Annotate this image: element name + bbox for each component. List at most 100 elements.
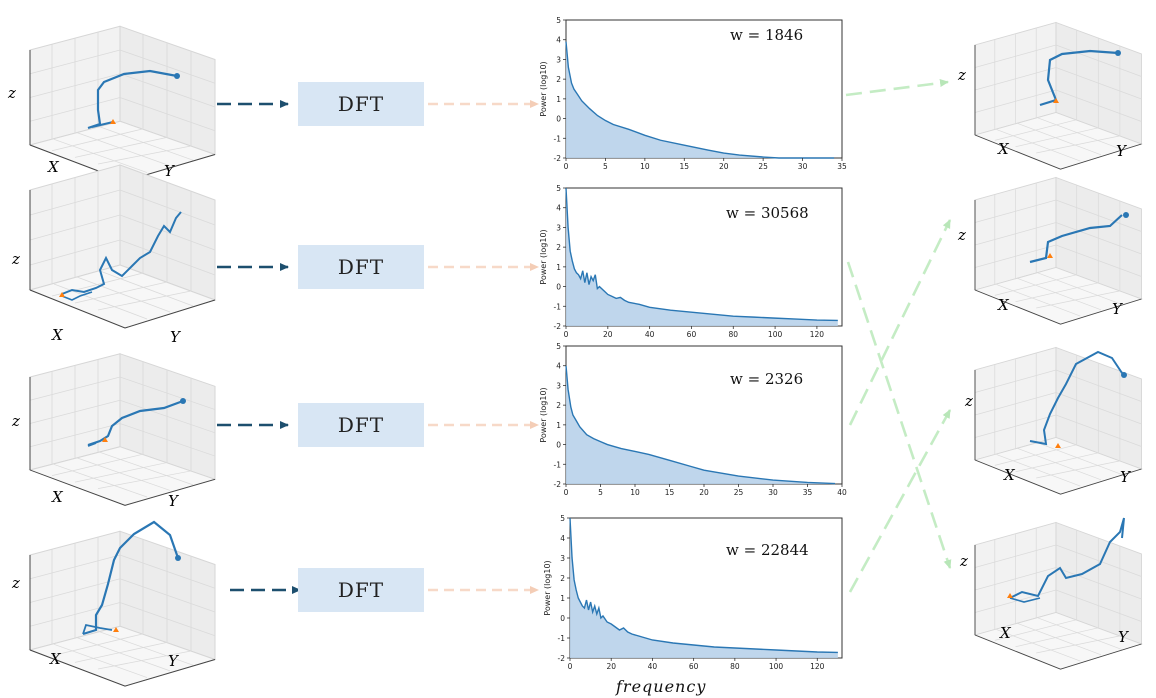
y-axis-label-3: Y: [168, 492, 178, 510]
y-tick-label: 1: [556, 263, 561, 272]
w-label-4: w = 22844: [726, 541, 809, 559]
dft-box-1: DFT: [298, 82, 424, 126]
y-tick-label: -1: [558, 634, 566, 643]
chart-area-4: [570, 518, 838, 658]
x-tick-label: 60: [687, 330, 697, 339]
chart-line-2: [565, 187, 838, 322]
y-tick-label: 3: [556, 55, 561, 64]
output-trajectory-plot-2: [974, 177, 1142, 325]
x-tick-label: 25: [758, 162, 768, 171]
x-tick-label: 5: [598, 488, 603, 497]
y-tick-label: 0: [556, 283, 561, 292]
y-tick-label: 0: [560, 614, 565, 623]
output-trajectories: [974, 22, 1142, 670]
y-tick-label: 3: [556, 381, 561, 390]
y-tick-label: 1: [556, 95, 561, 104]
chart-area-1: [566, 41, 835, 158]
chart-area-2: [566, 188, 838, 326]
x-tick-label: 0: [564, 488, 569, 497]
x-axis-label-3: X: [52, 488, 63, 506]
x-tick-label: 20: [699, 488, 709, 497]
x-tick-label: 120: [810, 662, 825, 671]
out-x-axis-label-2: X: [998, 296, 1009, 314]
y-axis-label-2: Y: [170, 328, 180, 346]
y-tick-label: -2: [558, 654, 566, 663]
y-axis-label-1: Y: [164, 162, 174, 180]
y-axis-label-4: Y: [168, 652, 178, 670]
out-z-axis-label-1: z: [958, 66, 966, 84]
arrow-output-1: [845, 79, 949, 97]
dark-arrows: [217, 100, 301, 594]
out-y-axis-label-4: Y: [1118, 628, 1128, 646]
y-tick-label: 2: [556, 75, 561, 84]
z-axis-label-3: z: [12, 412, 20, 430]
y-tick-label: 0: [556, 115, 561, 124]
chart-line-4: [569, 517, 838, 654]
frequency-axis-label: frequency: [616, 677, 707, 696]
out-y-axis-label-3: Y: [1120, 468, 1130, 486]
y-tick-label: 4: [560, 534, 565, 543]
x-tick-label: 30: [768, 488, 778, 497]
w-label-1: w = 1846: [730, 26, 803, 44]
y-tick-label: -2: [554, 322, 562, 331]
w-label-3: w = 2326: [730, 370, 803, 388]
y-tick-label: 5: [556, 184, 561, 193]
trajectory-plot-2: [29, 164, 216, 329]
y-tick-label: -2: [554, 480, 562, 489]
out-y-axis-label-1: Y: [1116, 142, 1126, 160]
x-tick-label: 100: [768, 330, 783, 339]
x-tick-label: 35: [803, 488, 813, 497]
out-x-axis-label-1: X: [998, 140, 1009, 158]
x-tick-label: 10: [640, 162, 650, 171]
y-tick-label: 4: [556, 362, 561, 371]
chart-area-3: [566, 365, 836, 484]
dft-box-2: DFT: [298, 245, 424, 289]
z-axis-label-2: z: [12, 250, 20, 268]
x-tick-label: 0: [568, 662, 573, 671]
y-tick-label: 3: [556, 223, 561, 232]
dft-box-3: DFT: [298, 403, 424, 447]
chart-ylabel: Power (log10): [539, 387, 548, 442]
y-tick-label: 5: [560, 514, 565, 523]
trajectory-plot-3: [29, 353, 216, 506]
y-tick-label: 5: [556, 342, 561, 351]
x-tick-label: 60: [689, 662, 699, 671]
x-tick-label: 20: [606, 662, 616, 671]
trajectory-plot-1: [29, 25, 216, 182]
x-tick-label: 80: [728, 330, 738, 339]
peach-arrows: [428, 100, 539, 594]
dft-box-4: DFT: [298, 568, 424, 612]
out-x-axis-label-3: X: [1004, 466, 1015, 484]
x-tick-label: 100: [769, 662, 784, 671]
arrow-output-2: [846, 261, 952, 569]
x-tick-label: 20: [603, 330, 613, 339]
x-tick-label: 40: [837, 488, 847, 497]
x-tick-label: 30: [798, 162, 808, 171]
y-tick-label: -2: [554, 154, 562, 163]
chart-ylabel: Power (log10): [539, 61, 548, 116]
chart-ylabel: Power (log10): [539, 229, 548, 284]
y-tick-label: -1: [554, 302, 562, 311]
x-tick-label: 15: [680, 162, 690, 171]
chart-line-3: [565, 365, 836, 485]
y-tick-label: 3: [560, 554, 565, 563]
x-axis-label-1: X: [48, 158, 59, 176]
chart-ylabel: Power (log10): [543, 560, 552, 615]
x-tick-label: 40: [648, 662, 658, 671]
output-trajectory-plot-4: [974, 517, 1142, 670]
trajectory-plot-4: [29, 520, 216, 687]
x-tick-label: 5: [603, 162, 608, 171]
y-tick-label: 4: [556, 36, 561, 45]
y-tick-label: 1: [560, 594, 565, 603]
arrow-output-4: [848, 409, 952, 593]
x-tick-label: 120: [810, 330, 825, 339]
y-tick-label: 2: [556, 243, 561, 252]
y-tick-label: 1: [556, 421, 561, 430]
out-z-axis-label-3: z: [965, 392, 973, 410]
green-arrows: [845, 79, 952, 593]
y-tick-label: 2: [556, 401, 561, 410]
z-axis-label-4: z: [12, 574, 20, 592]
y-tick-label: 2: [560, 574, 565, 583]
output-trajectory-plot-3: [974, 347, 1142, 495]
